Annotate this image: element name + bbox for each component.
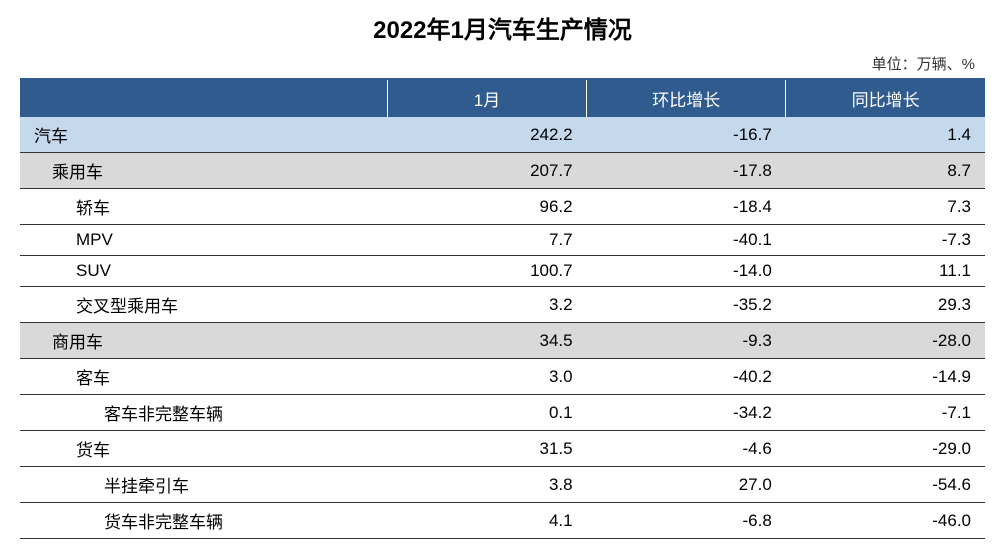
row-label: 货车非完整车辆 [20, 503, 387, 539]
table-body: 汽车242.2-16.71.4乘用车207.7-17.88.7轿车96.2-18… [20, 117, 985, 539]
row-value: 0.1 [387, 395, 586, 431]
row-value: 100.7 [387, 256, 586, 287]
col-header-category [20, 79, 387, 117]
row-value: 11.1 [786, 256, 985, 287]
row-value: -28.0 [786, 323, 985, 359]
row-label: 交叉型乘用车 [20, 287, 387, 323]
row-value: 27.0 [587, 467, 786, 503]
row-value: -35.2 [587, 287, 786, 323]
row-value: 3.2 [387, 287, 586, 323]
row-value: -54.6 [786, 467, 985, 503]
row-value: -14.9 [786, 359, 985, 395]
row-value: -14.0 [587, 256, 786, 287]
table-row: 轿车96.2-18.47.3 [20, 189, 985, 225]
row-value: -9.3 [587, 323, 786, 359]
table-row: SUV100.7-14.011.1 [20, 256, 985, 287]
page-title: 2022年1月汽车生产情况 [20, 10, 985, 45]
table-header-row: 1月 环比增长 同比增长 [20, 79, 985, 117]
table-row: 货车31.5-4.6-29.0 [20, 431, 985, 467]
row-value: -18.4 [587, 189, 786, 225]
row-value: -17.8 [587, 153, 786, 189]
row-value: 4.1 [387, 503, 586, 539]
row-value: 34.5 [387, 323, 586, 359]
row-label: 商用车 [20, 323, 387, 359]
table-row: 商用车34.5-9.3-28.0 [20, 323, 985, 359]
row-value: 3.8 [387, 467, 586, 503]
row-value: 29.3 [786, 287, 985, 323]
row-label: 轿车 [20, 189, 387, 225]
row-value: -34.2 [587, 395, 786, 431]
row-value: -40.2 [587, 359, 786, 395]
row-label: 客车非完整车辆 [20, 395, 387, 431]
row-value: 3.0 [387, 359, 586, 395]
row-label: 汽车 [20, 117, 387, 153]
production-table: 1月 环比增长 同比增长 汽车242.2-16.71.4乘用车207.7-17.… [20, 78, 985, 539]
row-value: -4.6 [587, 431, 786, 467]
table-row: 乘用车207.7-17.88.7 [20, 153, 985, 189]
col-header-month: 1月 [387, 79, 586, 117]
row-value: 242.2 [387, 117, 586, 153]
table-row: 客车3.0-40.2-14.9 [20, 359, 985, 395]
row-value: -7.3 [786, 225, 985, 256]
table-row: 货车非完整车辆4.1-6.8-46.0 [20, 503, 985, 539]
row-label: SUV [20, 256, 387, 287]
row-label: 客车 [20, 359, 387, 395]
row-value: 8.7 [786, 153, 985, 189]
table-row: 汽车242.2-16.71.4 [20, 117, 985, 153]
table-row: 交叉型乘用车3.2-35.229.3 [20, 287, 985, 323]
row-value: -40.1 [587, 225, 786, 256]
row-value: 7.7 [387, 225, 586, 256]
table-row: 客车非完整车辆0.1-34.2-7.1 [20, 395, 985, 431]
row-value: -16.7 [587, 117, 786, 153]
row-label: 乘用车 [20, 153, 387, 189]
row-value: 1.4 [786, 117, 985, 153]
col-header-yoy: 同比增长 [786, 79, 985, 117]
row-value: 7.3 [786, 189, 985, 225]
row-value: -7.1 [786, 395, 985, 431]
row-label: MPV [20, 225, 387, 256]
row-label: 货车 [20, 431, 387, 467]
unit-label: 单位：万辆、% [20, 53, 985, 74]
table-row: MPV7.7-40.1-7.3 [20, 225, 985, 256]
row-value: 31.5 [387, 431, 586, 467]
row-value: 96.2 [387, 189, 586, 225]
row-value: -6.8 [587, 503, 786, 539]
row-value: -29.0 [786, 431, 985, 467]
row-value: 207.7 [387, 153, 586, 189]
row-value: -46.0 [786, 503, 985, 539]
row-label: 半挂牵引车 [20, 467, 387, 503]
col-header-mom: 环比增长 [587, 79, 786, 117]
table-row: 半挂牵引车3.827.0-54.6 [20, 467, 985, 503]
